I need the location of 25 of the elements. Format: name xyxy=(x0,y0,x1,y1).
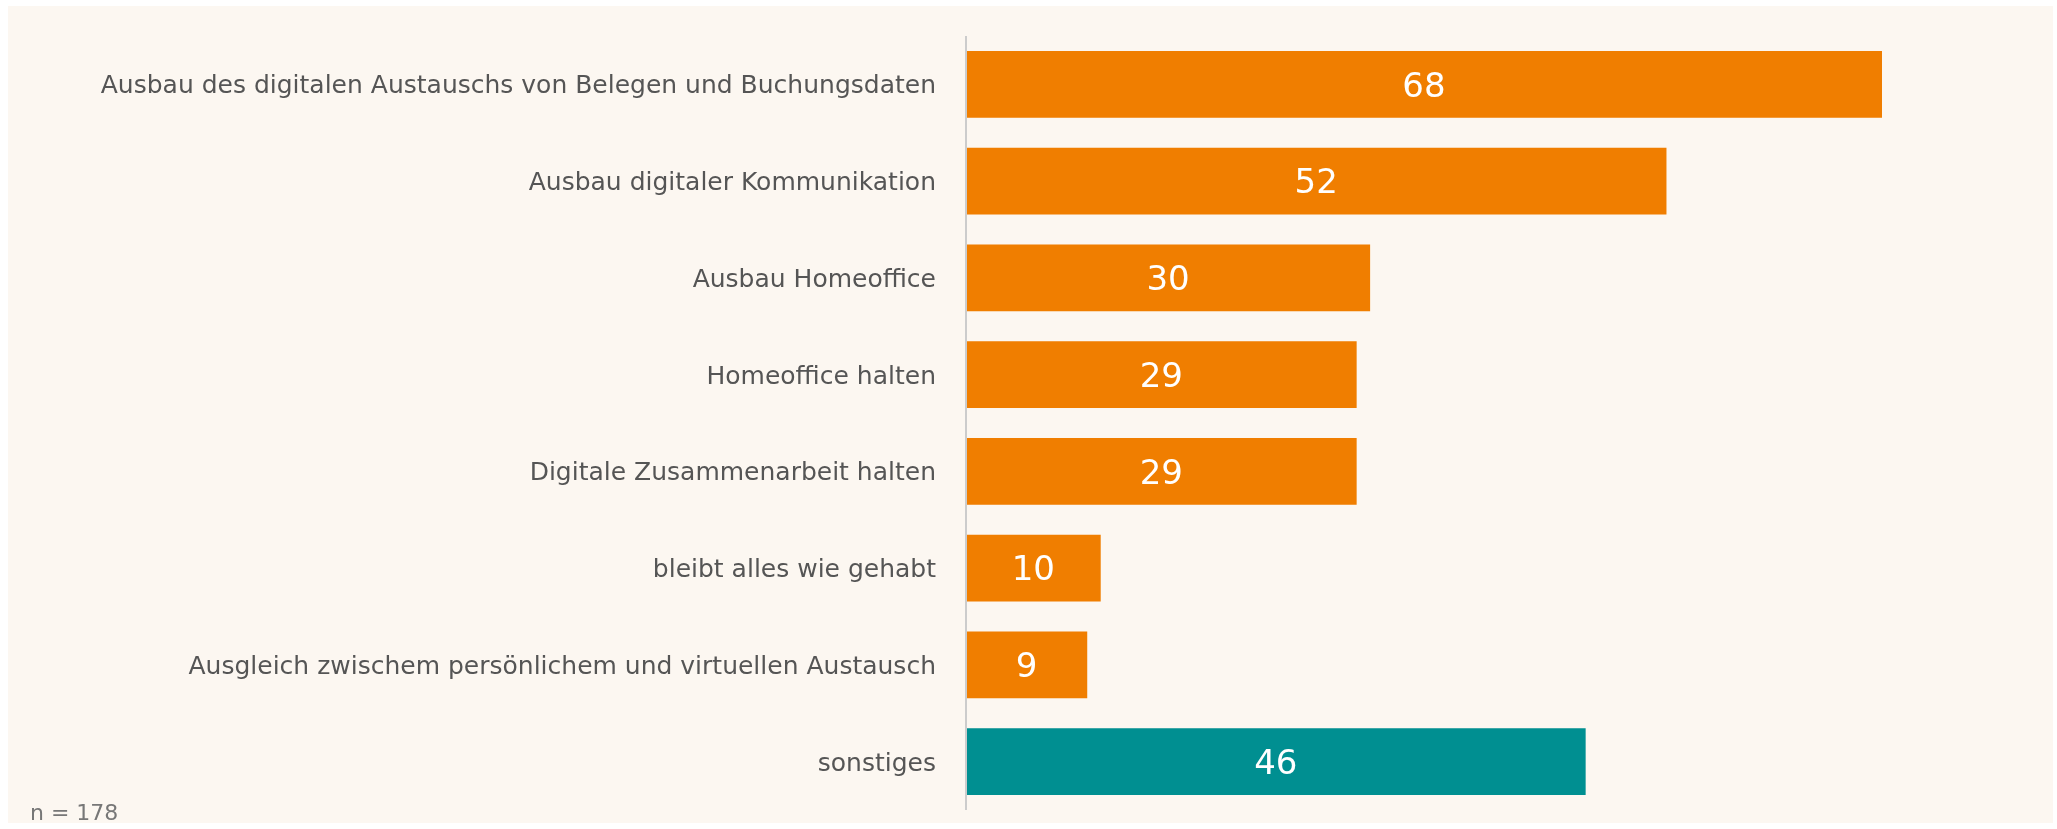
bar xyxy=(966,147,1667,215)
y-tick-label: Ausbau digitaler Kommunikation xyxy=(528,167,936,197)
bar xyxy=(966,631,1088,699)
y-tick-label: Homeoffice halten xyxy=(706,360,936,390)
bar xyxy=(966,51,1882,118)
bar xyxy=(966,438,1357,505)
bar xyxy=(966,728,1586,795)
y-tick-label: Digitale Zusammenarbeit halten xyxy=(529,457,936,487)
y-tick-label: Ausbau Homeoffice xyxy=(692,263,936,293)
bar xyxy=(966,341,1357,408)
data-label: 10 xyxy=(1011,548,1055,589)
y-tick-label: Ausgleich zwischem persönlichem und virtuellen Austausch xyxy=(188,650,936,680)
bar xyxy=(966,534,1101,602)
data-label: 29 xyxy=(1139,451,1183,492)
data-label: 30 xyxy=(1146,258,1190,299)
text: n = 178 xyxy=(30,800,119,825)
y-tick-label: sonstiges xyxy=(817,747,936,777)
data-label: 9 xyxy=(1015,645,1038,686)
data-label: 52 xyxy=(1294,161,1338,202)
data-label: 68 xyxy=(1402,64,1446,105)
bar xyxy=(966,244,1371,312)
y-tick-label: bleibt alles wie gehabt xyxy=(652,554,937,584)
data-label: 46 xyxy=(1254,741,1298,782)
data-label: 29 xyxy=(1139,354,1183,395)
y-tick-label: Ausbau des digitalen Austauschs von Belegen und Buchungsdaten xyxy=(100,70,936,100)
